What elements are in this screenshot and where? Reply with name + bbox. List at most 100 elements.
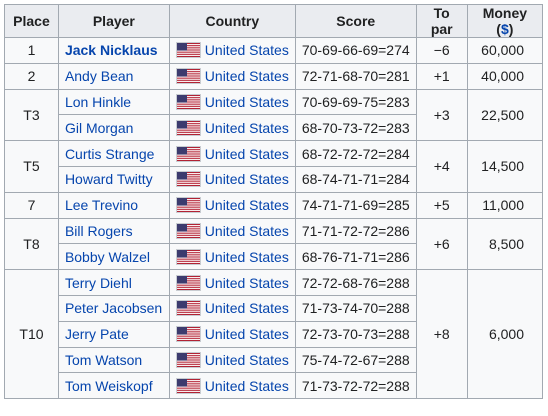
- us-flag-icon: [175, 300, 201, 317]
- country-link[interactable]: United States: [204, 197, 289, 214]
- player-link[interactable]: Bill Rogers: [64, 222, 133, 239]
- player-cell: Lee Trevino: [57, 191, 170, 219]
- table-row: T3 Lon Hinkle United States 70-69-69-75=…: [4, 88, 544, 142]
- place-cell: 7: [4, 191, 59, 219]
- score-cell: 70-69-69-75=283: [294, 88, 417, 116]
- table-row: Bobby Walzel United States 68-76-71-71=2…: [5, 243, 543, 271]
- player-cell: Curtis Strange: [57, 140, 170, 167]
- header-money-prefix: Money (: [482, 5, 528, 37]
- country-link[interactable]: United States: [204, 93, 289, 110]
- header-to-par: To par: [415, 4, 468, 38]
- country-cell: United States: [168, 346, 296, 374]
- header-money-suffix: ): [508, 21, 514, 37]
- player-link[interactable]: Terry Diehl: [64, 274, 132, 291]
- country-cell: United States: [168, 217, 296, 245]
- player-link[interactable]: Peter Jacobsen: [64, 300, 163, 317]
- country-cell: United States: [168, 191, 296, 219]
- table-row: 2 Andy Bean United States 72-71-68-70=28…: [4, 62, 544, 90]
- table-row: T10 Terry Diehl United States 72-72-68-7…: [4, 269, 544, 400]
- country-cell: United States: [168, 165, 296, 193]
- to-par-cell: +6: [415, 217, 468, 271]
- country-link[interactable]: United States: [204, 326, 289, 343]
- score-cell: 68-74-71-71=284: [294, 165, 417, 193]
- us-flag-icon: [175, 377, 201, 394]
- country-cell: United States: [168, 37, 296, 64]
- country-link[interactable]: United States: [204, 300, 289, 317]
- us-flag-icon: [175, 351, 201, 368]
- us-flag-icon: [175, 119, 201, 136]
- to-par-cell: +4: [415, 140, 468, 193]
- us-flag-icon: [175, 171, 201, 188]
- score-cell: 68-72-72-72=284: [294, 140, 417, 167]
- header-money: Money ($): [466, 4, 544, 38]
- country-link[interactable]: United States: [204, 377, 289, 394]
- player-link[interactable]: Tom Watson: [64, 351, 143, 368]
- table-row: Howard Twitty United States 68-74-71-71=…: [5, 165, 543, 193]
- player-cell: Andy Bean: [57, 62, 170, 90]
- score-cell: 72-71-68-70=281: [294, 62, 417, 90]
- player-cell: Howard Twitty: [57, 165, 170, 193]
- money-cell: 22,500: [466, 88, 544, 142]
- country-link[interactable]: United States: [204, 248, 289, 265]
- currency-link[interactable]: $: [500, 21, 509, 37]
- table-row: Gil Morgan United States 68-70-73-72=283: [5, 114, 543, 142]
- country-link[interactable]: United States: [204, 222, 289, 239]
- country-link[interactable]: United States: [204, 145, 289, 162]
- place-cell: 1: [4, 37, 59, 64]
- to-par-cell: −6: [415, 37, 468, 64]
- player-cell: Tom Watson: [57, 346, 170, 374]
- player-cell: Jack Nicklaus: [57, 37, 170, 64]
- country-link[interactable]: United States: [204, 351, 289, 368]
- country-link[interactable]: United States: [204, 68, 289, 85]
- to-par-cell: +8: [415, 269, 468, 400]
- player-cell: Tom Weiskopf: [57, 372, 170, 400]
- score-cell: 71-73-74-70=288: [294, 294, 417, 322]
- us-flag-icon: [175, 274, 201, 291]
- player-cell: Bill Rogers: [57, 217, 170, 245]
- player-cell: Bobby Walzel: [57, 243, 170, 271]
- table-row: Tom Weiskopf United States 71-73-72-72=2…: [5, 372, 543, 400]
- us-flag-icon: [175, 248, 201, 265]
- table-row: 7 Lee Trevino United States 74-71-71-69=…: [4, 191, 544, 219]
- country-link[interactable]: United States: [204, 42, 289, 59]
- country-cell: United States: [168, 140, 296, 167]
- money-cell: 40,000: [466, 62, 544, 90]
- player-link[interactable]: Gil Morgan: [64, 119, 134, 136]
- place-cell: T10: [4, 269, 59, 400]
- player-link[interactable]: Bobby Walzel: [64, 248, 151, 265]
- us-flag-icon: [175, 68, 201, 85]
- place-cell: T5: [4, 140, 59, 193]
- us-flag-icon: [175, 42, 201, 59]
- place-cell: T8: [4, 217, 59, 271]
- to-par-cell: +1: [415, 62, 468, 90]
- to-par-cell: +5: [415, 191, 468, 219]
- us-flag-icon: [175, 145, 201, 162]
- score-cell: 68-76-71-71=286: [294, 243, 417, 271]
- money-cell: 6,000: [466, 269, 544, 400]
- score-cell: 71-71-72-72=286: [294, 217, 417, 245]
- us-flag-icon: [175, 93, 201, 110]
- player-link[interactable]: Tom Weiskopf: [64, 377, 153, 394]
- table-row: 1 Jack Nicklaus United States 70-69-66-6…: [4, 37, 544, 64]
- score-cell: 74-71-71-69=285: [294, 191, 417, 219]
- player-link[interactable]: Lon Hinkle: [64, 93, 132, 110]
- country-link[interactable]: United States: [204, 274, 289, 291]
- player-link[interactable]: Jack Nicklaus: [64, 42, 158, 59]
- score-cell: 72-73-70-73=288: [294, 320, 417, 348]
- country-link[interactable]: United States: [204, 171, 289, 188]
- header-country: Country: [168, 4, 296, 38]
- money-cell: 8,500: [466, 217, 544, 271]
- to-par-cell: +3: [415, 88, 468, 142]
- player-link[interactable]: Howard Twitty: [64, 171, 153, 188]
- player-cell: Gil Morgan: [57, 114, 170, 142]
- header-place: Place: [4, 4, 59, 38]
- country-link[interactable]: United States: [204, 119, 289, 136]
- player-cell: Jerry Pate: [57, 320, 170, 348]
- player-link[interactable]: Curtis Strange: [64, 145, 155, 162]
- player-link[interactable]: Lee Trevino: [64, 197, 139, 214]
- player-link[interactable]: Jerry Pate: [64, 326, 129, 343]
- player-cell: Lon Hinkle: [57, 88, 170, 116]
- header-score: Score: [294, 4, 417, 38]
- country-cell: United States: [168, 114, 296, 142]
- player-link[interactable]: Andy Bean: [64, 68, 134, 85]
